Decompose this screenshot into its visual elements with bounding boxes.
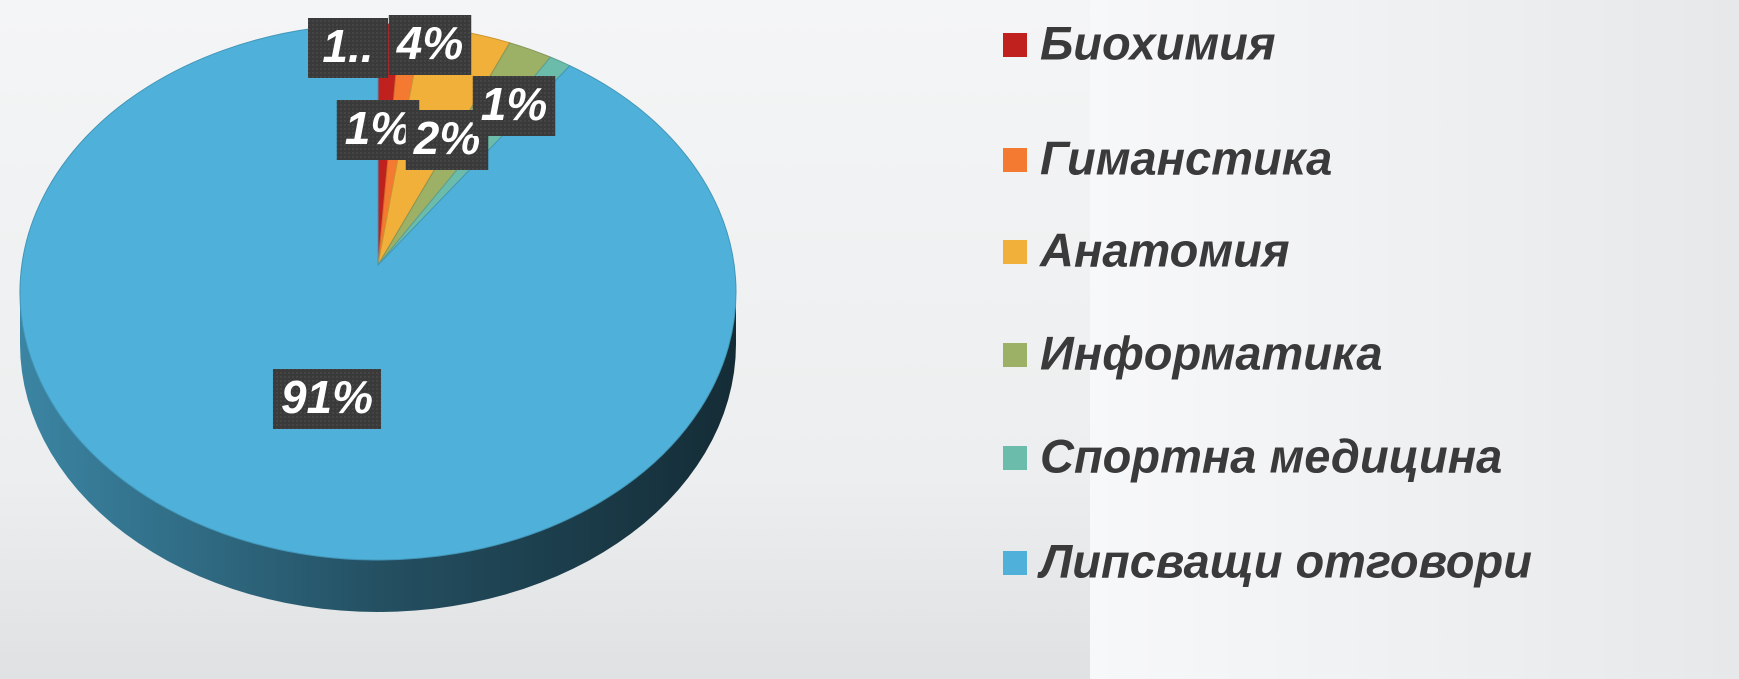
slice: [19, 23, 737, 561]
legend-swatch: [1003, 148, 1027, 172]
data-label: 91%: [281, 371, 373, 423]
legend-label: Гиманстика: [1040, 131, 1332, 184]
slice-side: [20, 292, 736, 612]
data-label-box: [388, 15, 472, 75]
data-label-box: [308, 18, 388, 78]
legend-swatch: [1003, 33, 1027, 57]
data-label-box: [336, 100, 420, 160]
data-label: 2%: [413, 112, 480, 164]
legend-label: Липсващи отговори: [1037, 534, 1532, 587]
legend-label: Биохимия: [1040, 16, 1276, 69]
data-label-box: [272, 369, 382, 429]
legend-label: Анатомия: [1039, 223, 1290, 276]
legend-swatch: [1003, 343, 1027, 367]
data-label-box: [472, 76, 556, 136]
legend-label: Информатика: [1040, 326, 1383, 379]
data-label: 1%: [481, 78, 547, 130]
legend: Биохимия Гиманстика Анатомия Информатика Спо…: [1003, 16, 1532, 587]
legend-swatch: [1003, 551, 1027, 575]
data-label: 1%: [345, 102, 411, 154]
data-labels: 1.. 1% 4% 2%1% 91%: [272, 15, 556, 429]
legend-label: Спортна медицина: [1040, 429, 1502, 482]
legend-swatch: [1003, 446, 1027, 470]
data-label: 4%: [396, 17, 463, 69]
legend-swatch: [1003, 240, 1027, 264]
legend-panel: [1090, 0, 1739, 679]
data-label: 1..: [322, 20, 373, 72]
